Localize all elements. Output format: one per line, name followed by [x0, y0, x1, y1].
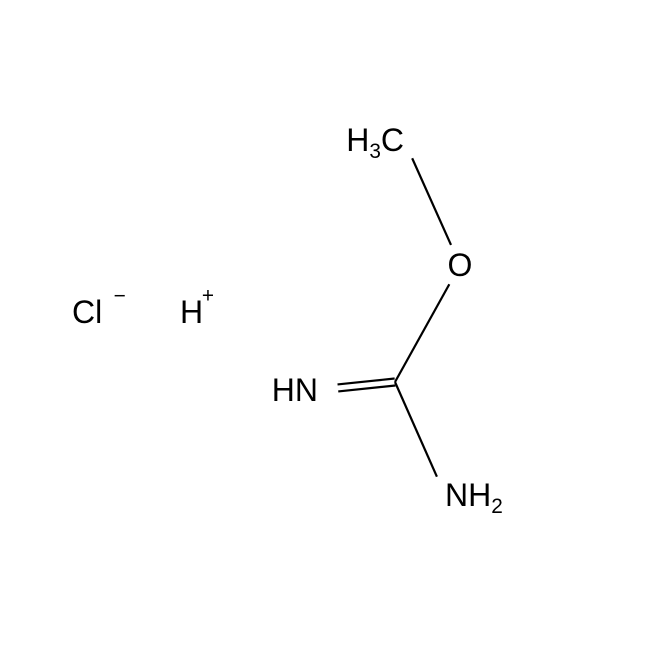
bond-double — [338, 379, 395, 385]
atom-label-hn: HN — [272, 372, 318, 408]
atom-label-h: H — [180, 294, 203, 330]
atom-label-ch3: H3C — [346, 122, 404, 163]
bond-double — [338, 385, 395, 391]
bond-single — [412, 158, 451, 245]
atom-label-o: O — [448, 247, 473, 283]
atom-charge-cl: − — [114, 284, 126, 307]
chemical-structure: H3C O HN NH2 Cl− H+ — [0, 0, 650, 650]
atom-label-cl: Cl — [72, 294, 102, 330]
bond-single — [395, 382, 437, 477]
atom-charge-h: + — [202, 284, 214, 307]
bond-single — [395, 284, 449, 382]
atom-label-nh2: NH2 — [445, 477, 503, 518]
